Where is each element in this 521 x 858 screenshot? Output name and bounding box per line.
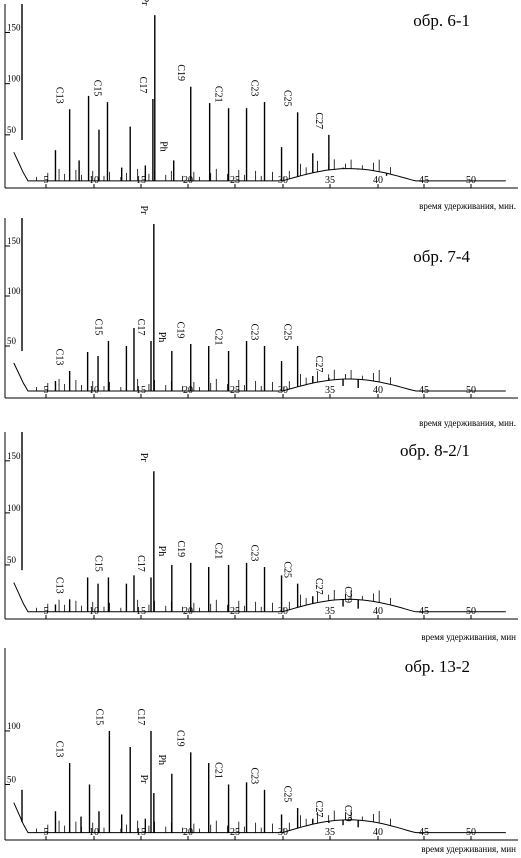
peak-label: Pr (138, 453, 149, 463)
peak-label: C17 (135, 709, 146, 726)
peak-label: C23 (249, 545, 260, 562)
peak-label: C15 (91, 80, 102, 97)
peak-label: C27 (313, 801, 324, 818)
x-tick-label: 35 (325, 385, 335, 396)
peak-label: C17 (135, 555, 146, 572)
peak-label: C13 (54, 349, 65, 366)
sample-label: обр. 13-2 (405, 657, 470, 676)
peak-label: Ph (156, 754, 167, 765)
peak-label: C27 (313, 578, 324, 595)
peak-label: C13 (54, 87, 65, 104)
baseline-trace (13, 362, 506, 392)
peak-label: C17 (137, 77, 148, 94)
peak-label: C13 (54, 577, 65, 594)
x-tick-label: 40 (373, 827, 383, 838)
y-tick-label: 150 (7, 236, 21, 246)
baseline-trace (13, 802, 506, 834)
peak-label: Pr (138, 206, 149, 216)
y-tick-label: 150 (7, 451, 21, 461)
peak-label: C23 (249, 767, 260, 784)
peak-label: C29 (342, 805, 353, 822)
sample-label: обр. 6-1 (413, 11, 470, 30)
peak-label: Ph (158, 141, 169, 152)
peak-label: C19 (175, 64, 186, 81)
x-axis-label: время удерживания, мин. (419, 418, 516, 428)
peak-label: C21 (213, 543, 224, 560)
baseline-trace (13, 582, 506, 613)
y-tick-label: 50 (7, 555, 17, 565)
peak-label: C13 (54, 741, 65, 758)
y-tick-label: 100 (7, 74, 21, 84)
peak-label: C21 (213, 329, 224, 346)
sample-label: обр. 8-2/1 (400, 441, 470, 460)
y-tick-label: 150 (7, 22, 21, 32)
x-tick-label: 40 (373, 606, 383, 617)
peak-label: C19 (175, 730, 186, 747)
peak-label: C25 (282, 786, 293, 803)
peak-label: Ph (156, 332, 167, 343)
x-tick-label: 40 (373, 175, 383, 186)
peak-label: C15 (92, 319, 103, 336)
x-axis-label: время удерживания, мин (421, 632, 516, 642)
x-axis-label: время удерживания, мин (421, 844, 516, 854)
peak-label: C23 (249, 324, 260, 341)
peak-label: C25 (282, 90, 293, 107)
x-tick-label: 40 (373, 385, 383, 396)
peak-label: C27 (313, 356, 324, 373)
y-tick-label: 100 (7, 286, 21, 296)
peak-label: C15 (93, 709, 104, 726)
peak-label: C25 (282, 324, 293, 341)
peak-label: C23 (249, 80, 260, 97)
x-axis-label: время удерживания, мин. (419, 201, 516, 211)
peak-label: Pr (138, 775, 149, 785)
peak-label: C29 (342, 586, 353, 603)
peak-label: C19 (175, 541, 186, 558)
x-tick-label: 35 (325, 827, 335, 838)
y-tick-label: 100 (7, 503, 21, 513)
y-tick-label: 50 (7, 125, 17, 135)
y-tick-label: 50 (7, 336, 17, 346)
peak-label: C19 (175, 322, 186, 339)
peak-label: C21 (213, 86, 224, 103)
baseline-trace (13, 151, 506, 182)
peak-label: C15 (92, 555, 103, 572)
y-tick-label: 50 (7, 774, 17, 784)
peak-label: C17 (135, 319, 146, 336)
peak-label: C21 (213, 762, 224, 779)
peak-label: C25 (282, 561, 293, 578)
peak-label: C27 (313, 112, 324, 129)
sample-label: обр. 7-4 (413, 247, 470, 266)
y-tick-label: 100 (7, 721, 21, 731)
x-tick-label: 35 (325, 606, 335, 617)
peak-label: Ph (156, 546, 167, 557)
x-tick-label: 35 (325, 175, 335, 186)
peak-label: Pr (139, 0, 150, 6)
